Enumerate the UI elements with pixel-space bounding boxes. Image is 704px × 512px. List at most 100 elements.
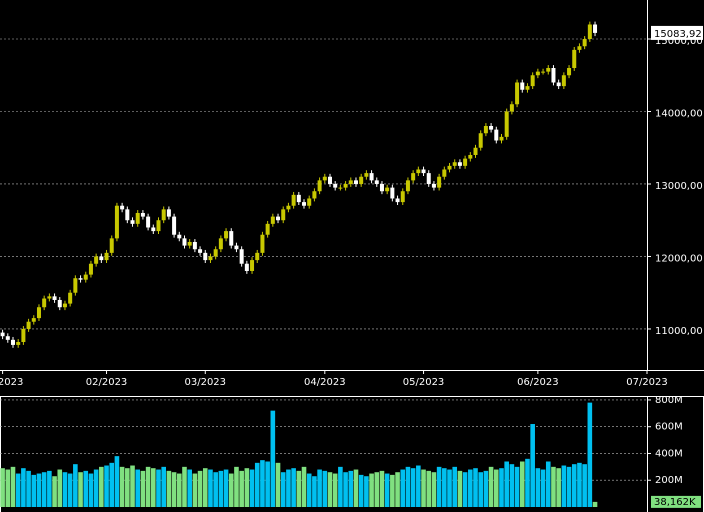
candle-body [73,278,78,293]
volume-bar [234,466,239,507]
candle-body [577,46,582,50]
candle-body [457,162,462,166]
volume-bar [322,470,328,507]
candle-body [161,209,166,221]
candle-body [302,202,307,206]
candle-body [426,173,431,184]
volume-bar [442,468,447,507]
candle-body [135,212,140,224]
candle-body [21,328,26,343]
volume-bar [587,402,593,507]
candle-body [57,299,62,308]
candle-body [109,238,114,253]
candle-body [104,252,109,261]
candle-body [281,209,286,221]
volume-bar [353,469,359,507]
volume-bar [254,462,260,507]
candle-body [463,158,468,166]
candle-body [364,173,369,177]
volume-bar [31,474,37,507]
volume-bar [197,470,203,507]
candle-body [78,278,83,280]
volume-bar [10,466,16,507]
volume-bar [15,473,21,507]
volume-bar [327,472,333,507]
candle-body [494,129,499,141]
volume-bar [462,472,468,507]
candle-body [182,238,187,246]
candle-body [561,75,566,87]
x-tick-label: 05/2023 [403,377,445,388]
y-tick-label: 600M [655,422,683,433]
volume-bar [551,466,556,507]
volume-bar [566,466,572,507]
candle-body [379,183,384,192]
volume-bar [41,472,47,507]
volume-bar [166,470,172,507]
volume-bar [78,472,83,507]
candle-body [239,249,244,264]
volume-bar [156,469,161,507]
volume-bar [270,410,276,507]
candle-body [156,220,161,232]
volume-bar [260,460,265,507]
candle-body [504,111,509,137]
volume-bar [286,469,291,507]
candle-body [224,231,229,239]
candle-body [192,241,197,250]
candle-body [218,238,223,250]
candle-body [535,71,540,76]
volume-bar [483,470,489,507]
volume-bar [592,501,598,507]
x-tick-label: 07/2023 [626,377,668,388]
volume-bar [447,469,452,507]
volume-bar [151,468,156,507]
volume-bar [52,476,57,507]
volume-bar [577,462,582,507]
candle-body [172,216,177,235]
volume-bar [119,466,125,507]
last-volume-box [651,495,701,508]
volume-bar [436,466,442,507]
candle-body [203,252,208,261]
candle-body [270,216,275,224]
volume-bar [47,470,52,507]
volume-bar [99,466,104,507]
candle-body [546,67,551,72]
candle-body [395,198,400,203]
candle-body [374,180,379,184]
volume-bar [306,473,312,507]
x-tick-label: 02/2023 [86,377,128,388]
candle-body [120,205,125,210]
candle-body [572,49,577,68]
candle-body [343,183,348,188]
candle-body [307,198,312,206]
volume-bar [530,424,535,507]
volume-bar [343,472,348,507]
candle-body [468,154,473,159]
candle-body [587,24,592,40]
candle-body [234,245,239,250]
last-price-box [651,25,703,40]
volume-bar [535,468,541,507]
last-volume-label: 38,162K [654,497,696,508]
candle-body [437,176,442,188]
candle-body [421,169,426,174]
candle-body [483,125,488,134]
volume-bar [244,468,250,507]
volume-bar [114,456,120,507]
candle-body [411,173,416,181]
candle-body [114,205,119,239]
candle-body [16,342,21,345]
candle-body [291,194,296,206]
candle-body [478,133,483,148]
volume-bar [364,476,369,507]
candle-body [525,86,530,90]
volume-bar [208,469,213,507]
candle-body [286,205,291,210]
volume-bar [509,464,515,507]
volume-bar [338,466,343,507]
candle-body [99,256,104,261]
candle-body [333,183,338,188]
